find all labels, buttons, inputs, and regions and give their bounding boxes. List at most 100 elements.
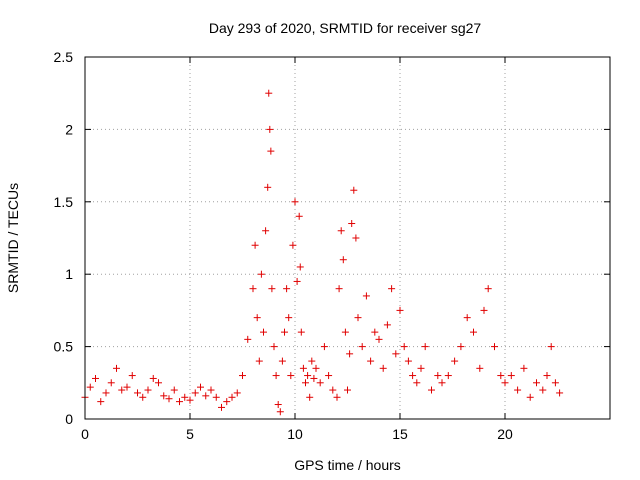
chart-title: Day 293 of 2020, SRMTID for receiver sg2… xyxy=(209,20,482,36)
data-point xyxy=(484,285,492,293)
data-point xyxy=(149,374,157,382)
data-point xyxy=(421,343,429,351)
data-point xyxy=(155,379,162,387)
data-point xyxy=(123,383,131,391)
data-point xyxy=(413,379,421,387)
data-point xyxy=(92,374,99,382)
data-point xyxy=(310,374,318,382)
data-point xyxy=(501,379,509,387)
data-point xyxy=(262,227,270,235)
data-point xyxy=(434,372,442,380)
grid-lines xyxy=(85,57,610,419)
data-point xyxy=(320,343,328,351)
data-point xyxy=(463,314,471,322)
data-point xyxy=(278,357,286,365)
data-point xyxy=(346,350,354,358)
y-tick-labels: 0 0.5 1 1.5 2 2.5 xyxy=(54,49,74,427)
data-point xyxy=(457,343,465,351)
data-point xyxy=(325,372,333,380)
data-point xyxy=(491,343,498,351)
data-point xyxy=(348,220,356,228)
data-point xyxy=(287,372,295,380)
data-point xyxy=(293,277,301,285)
y-tick-label: 1.5 xyxy=(54,194,74,210)
data-point xyxy=(283,285,291,293)
data-point xyxy=(291,198,299,206)
y-tick-label: 2 xyxy=(65,121,73,137)
data-point xyxy=(556,389,564,397)
data-point xyxy=(223,398,231,406)
data-point xyxy=(388,285,396,293)
data-point xyxy=(444,372,452,380)
data-point xyxy=(526,393,534,401)
data-point xyxy=(251,241,259,249)
data-point xyxy=(480,306,488,314)
data-point xyxy=(367,357,375,365)
data-point xyxy=(266,125,274,133)
data-point xyxy=(476,364,484,372)
data-point xyxy=(102,389,110,397)
data-point xyxy=(392,350,400,358)
data-point xyxy=(308,357,316,365)
data-point xyxy=(97,398,105,406)
data-point xyxy=(253,314,261,322)
data-point xyxy=(312,364,320,372)
axis-ticks xyxy=(84,56,610,420)
data-point xyxy=(255,357,263,365)
data-point xyxy=(543,372,551,380)
data-point xyxy=(329,386,337,394)
data-point xyxy=(228,393,236,401)
data-point xyxy=(551,379,559,387)
x-tick-label: 5 xyxy=(186,426,194,442)
data-point xyxy=(299,364,307,372)
y-tick-label: 1 xyxy=(65,266,73,282)
data-point xyxy=(297,328,305,336)
data-point xyxy=(533,379,540,387)
data-point xyxy=(134,389,141,397)
data-point xyxy=(547,343,555,351)
data-point xyxy=(428,386,435,394)
data-point xyxy=(212,393,220,401)
data-point xyxy=(260,328,267,336)
data-point xyxy=(86,383,94,391)
data-point xyxy=(358,343,366,351)
data-point xyxy=(118,386,126,394)
data-point xyxy=(438,379,446,387)
data-point xyxy=(144,386,152,394)
data-point xyxy=(128,372,136,380)
data-point xyxy=(289,241,297,249)
data-point xyxy=(274,401,282,409)
data-point xyxy=(295,212,303,220)
data-point xyxy=(302,379,309,387)
data-point xyxy=(281,328,288,336)
data-points xyxy=(81,89,564,416)
x-tick-label: 15 xyxy=(392,426,408,442)
data-point xyxy=(354,314,362,322)
data-point xyxy=(181,393,189,401)
data-point xyxy=(249,285,257,293)
data-point xyxy=(514,386,522,394)
data-point xyxy=(451,357,459,365)
x-tick-label: 20 xyxy=(497,426,513,442)
data-point xyxy=(107,379,115,387)
data-point xyxy=(218,403,225,411)
data-point xyxy=(264,183,272,191)
data-point xyxy=(400,343,408,351)
data-point xyxy=(202,392,210,400)
data-point xyxy=(417,364,425,372)
data-point xyxy=(257,270,265,278)
y-tick-label: 2.5 xyxy=(54,49,74,65)
data-point xyxy=(337,227,345,235)
data-point xyxy=(176,398,183,406)
data-point xyxy=(165,395,173,403)
data-point xyxy=(113,364,120,372)
data-point xyxy=(296,263,304,271)
data-point xyxy=(507,372,515,380)
x-tick-label: 0 xyxy=(81,426,89,442)
data-point xyxy=(497,372,505,380)
data-point xyxy=(139,393,147,401)
data-point xyxy=(239,372,246,380)
data-point xyxy=(409,372,417,380)
data-point xyxy=(470,328,477,336)
